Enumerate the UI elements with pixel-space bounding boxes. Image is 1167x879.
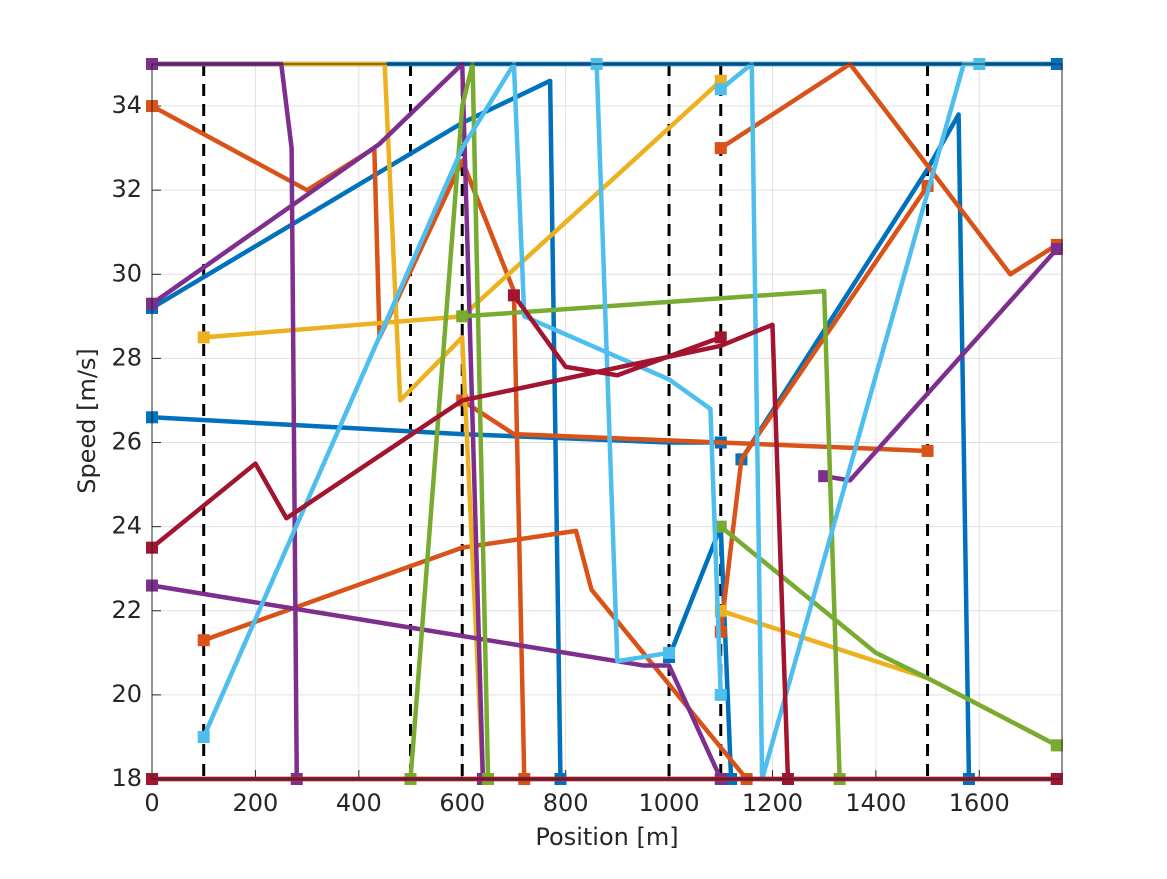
endpoint-marker (714, 520, 727, 533)
endpoint-marker (714, 688, 727, 701)
endpoint-marker (1050, 739, 1063, 752)
x-tick-label: 1200 (742, 789, 803, 817)
endpoint-marker (714, 331, 727, 344)
axes-box (151, 63, 1063, 780)
series-line (512, 294, 722, 378)
x-axis-label: Position [m] (535, 823, 678, 851)
y-tick-label: 32 (111, 175, 142, 203)
x-tick-label: 1400 (845, 789, 906, 817)
endpoint-marker (714, 142, 727, 155)
series-line (408, 61, 491, 780)
x-tick-label: 800 (543, 789, 589, 817)
x-tick-label: 400 (336, 789, 382, 817)
x-tick-label: 1600 (949, 789, 1010, 817)
endpoint-marker (818, 470, 831, 483)
endpoint-marker (507, 289, 520, 302)
x-tick-label: 600 (439, 789, 485, 817)
endpoint-marker (456, 310, 469, 323)
y-tick-label: 22 (111, 596, 142, 624)
series-line (150, 322, 791, 780)
series-line (202, 528, 749, 781)
endpoint-marker (197, 730, 210, 743)
endpoint-marker (197, 331, 210, 344)
series-line (719, 61, 1059, 277)
x-tick-label: 0 (144, 789, 159, 817)
y-tick-label: 30 (111, 259, 142, 287)
endpoint-marker (921, 444, 934, 457)
y-tick-label: 28 (111, 343, 142, 371)
endpoint-marker (714, 83, 727, 96)
series-line (823, 247, 1059, 483)
endpoint-marker (197, 634, 210, 647)
y-tick-label: 18 (111, 764, 142, 792)
series-line (150, 61, 486, 780)
y-tick-label: 20 (111, 680, 142, 708)
series-line (201, 61, 723, 738)
series-line (594, 63, 670, 664)
endpoint-marker (1050, 243, 1063, 256)
x-tick-label: 200 (233, 789, 279, 817)
series-line (719, 524, 1058, 748)
series-line (150, 78, 563, 780)
y-tick-label: 24 (111, 512, 142, 540)
endpoint-marker (663, 646, 676, 659)
y-tick-label: 26 (111, 428, 142, 456)
series-line (718, 184, 930, 633)
series-line (151, 583, 723, 780)
y-axis-label: Speed [m/s] (73, 348, 101, 494)
y-tick-label: 34 (111, 91, 142, 119)
x-tick-label: 1000 (639, 789, 700, 817)
